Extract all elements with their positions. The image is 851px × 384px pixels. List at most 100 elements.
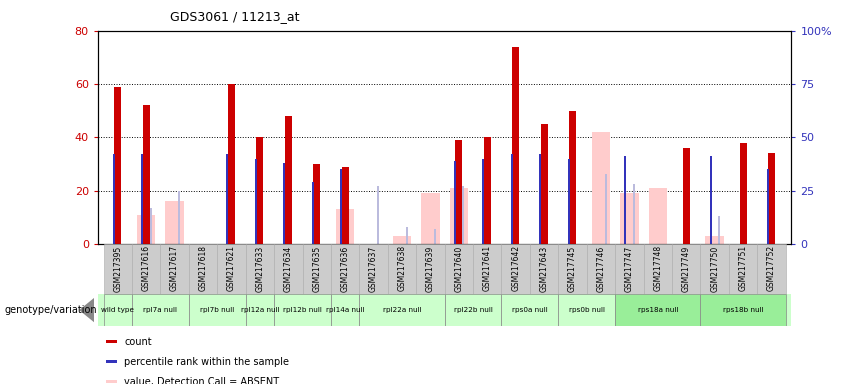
- Text: GSM217635: GSM217635: [312, 245, 321, 291]
- Text: wild type: wild type: [101, 307, 134, 313]
- Bar: [757, 244, 785, 294]
- Text: GSM217641: GSM217641: [483, 245, 492, 291]
- Bar: [114, 87, 122, 244]
- Bar: [150, 208, 151, 244]
- Bar: [501, 244, 530, 294]
- Bar: [255, 159, 257, 244]
- Bar: [132, 295, 189, 326]
- Text: GSM217746: GSM217746: [597, 245, 605, 291]
- Bar: [625, 156, 626, 244]
- Bar: [393, 236, 411, 244]
- Text: value, Detection Call = ABSENT: value, Detection Call = ABSENT: [124, 377, 279, 384]
- Text: GSM217639: GSM217639: [426, 245, 435, 291]
- Bar: [710, 156, 711, 244]
- Text: GSM217638: GSM217638: [397, 245, 407, 291]
- Bar: [160, 244, 189, 294]
- Text: rpl22b null: rpl22b null: [454, 307, 493, 313]
- Bar: [406, 227, 408, 244]
- Text: GSM217395: GSM217395: [113, 245, 123, 291]
- Text: GSM217751: GSM217751: [739, 245, 748, 291]
- Bar: [683, 148, 690, 244]
- Bar: [633, 184, 635, 244]
- Text: GSM217640: GSM217640: [454, 245, 463, 291]
- Text: rpl7b null: rpl7b null: [200, 307, 234, 313]
- Bar: [767, 169, 768, 244]
- Text: GSM217636: GSM217636: [340, 245, 350, 291]
- Bar: [540, 124, 548, 244]
- Text: GSM217749: GSM217749: [682, 245, 691, 291]
- Bar: [512, 47, 519, 244]
- Bar: [700, 295, 785, 326]
- Polygon shape: [79, 298, 94, 323]
- Bar: [705, 236, 724, 244]
- Bar: [228, 84, 235, 244]
- Bar: [217, 244, 246, 294]
- Text: GSM217748: GSM217748: [654, 245, 662, 291]
- Bar: [604, 174, 607, 244]
- Text: GSM217617: GSM217617: [170, 245, 179, 291]
- Bar: [283, 163, 285, 244]
- Bar: [483, 159, 484, 244]
- Bar: [473, 244, 501, 294]
- Bar: [143, 105, 150, 244]
- Bar: [421, 193, 440, 244]
- Bar: [313, 164, 320, 244]
- Bar: [729, 244, 757, 294]
- Bar: [648, 188, 667, 244]
- Bar: [141, 154, 143, 244]
- Bar: [540, 154, 541, 244]
- Bar: [359, 295, 445, 326]
- Bar: [178, 190, 180, 244]
- Bar: [740, 142, 746, 244]
- Bar: [455, 140, 462, 244]
- Text: GSM217752: GSM217752: [767, 245, 776, 291]
- Text: GSM217616: GSM217616: [141, 245, 151, 291]
- Text: rps18a null: rps18a null: [637, 307, 678, 313]
- Text: GSM217621: GSM217621: [227, 245, 236, 291]
- Text: GSM217633: GSM217633: [255, 245, 265, 291]
- Text: rpl22a null: rpl22a null: [383, 307, 421, 313]
- Bar: [246, 244, 274, 294]
- Text: GSM217618: GSM217618: [198, 245, 208, 291]
- Bar: [615, 295, 700, 326]
- Text: GSM217747: GSM217747: [625, 245, 634, 291]
- Bar: [189, 295, 246, 326]
- Text: rpl7a null: rpl7a null: [144, 307, 177, 313]
- Text: GSM217750: GSM217750: [711, 245, 719, 291]
- Text: count: count: [124, 337, 151, 347]
- Bar: [340, 169, 342, 244]
- Bar: [620, 193, 638, 244]
- Text: GSM217745: GSM217745: [568, 245, 577, 291]
- Bar: [377, 186, 380, 244]
- Bar: [416, 244, 445, 294]
- Bar: [246, 295, 274, 326]
- Text: GSM217637: GSM217637: [369, 245, 378, 291]
- Bar: [615, 244, 643, 294]
- Bar: [718, 216, 720, 244]
- Text: rps18b null: rps18b null: [722, 307, 763, 313]
- Bar: [591, 132, 610, 244]
- Text: GSM217643: GSM217643: [540, 245, 549, 291]
- Text: rpl12b null: rpl12b null: [283, 307, 322, 313]
- Bar: [256, 137, 264, 244]
- Bar: [331, 295, 359, 326]
- Bar: [104, 295, 132, 326]
- Bar: [388, 244, 416, 294]
- Bar: [341, 167, 349, 244]
- Bar: [336, 209, 354, 244]
- Bar: [274, 244, 302, 294]
- Bar: [558, 244, 587, 294]
- Bar: [165, 201, 184, 244]
- Bar: [587, 244, 615, 294]
- Text: percentile rank within the sample: percentile rank within the sample: [124, 357, 289, 367]
- Text: genotype/variation: genotype/variation: [4, 305, 97, 315]
- Bar: [511, 154, 512, 244]
- Text: rps0b null: rps0b null: [568, 307, 605, 313]
- Bar: [445, 295, 501, 326]
- Text: rpl14a null: rpl14a null: [326, 307, 364, 313]
- Bar: [285, 116, 292, 244]
- Bar: [530, 244, 558, 294]
- Text: GSM217634: GSM217634: [284, 245, 293, 291]
- Text: rps0a null: rps0a null: [512, 307, 548, 313]
- Bar: [700, 244, 729, 294]
